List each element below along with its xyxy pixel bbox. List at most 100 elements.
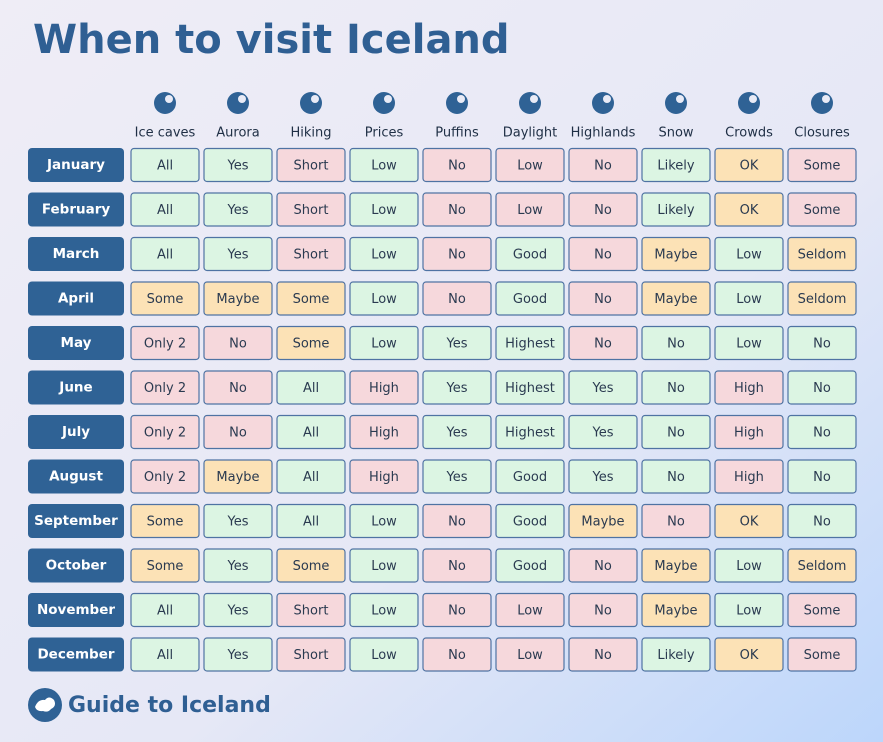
cell [130, 192, 200, 227]
cell-text: High [734, 470, 764, 485]
cell-text: Maybe [216, 470, 259, 485]
cell [641, 548, 711, 583]
cell [714, 370, 784, 405]
cell-text: No [813, 426, 831, 441]
month-label: November [37, 602, 115, 618]
cell-text: Yes [227, 203, 249, 218]
cell [787, 325, 857, 361]
cell-text: Yes [592, 426, 614, 441]
cell-text: Yes [446, 426, 468, 441]
cell-text: Short [294, 159, 329, 174]
cell-text: No [667, 470, 685, 485]
cell-text: No [667, 381, 685, 396]
cell-text: Low [736, 337, 762, 352]
cell-text: No [229, 337, 247, 352]
cell [276, 147, 346, 183]
cell [130, 147, 200, 183]
cell-text: No [594, 337, 612, 352]
month-label: December [37, 647, 114, 663]
cell-text: Likely [657, 203, 695, 218]
cell-text: Some [804, 159, 841, 174]
month-label: March [53, 246, 100, 262]
column-icon-detail [749, 95, 757, 103]
column-header: Snow [658, 126, 693, 141]
cell-text: Low [371, 248, 397, 263]
cell-text: Low [517, 648, 543, 663]
cell [568, 548, 638, 583]
cell [276, 414, 346, 450]
cell-text: High [369, 381, 399, 396]
cell [641, 370, 711, 405]
cell [714, 192, 784, 227]
cell [422, 147, 492, 183]
cell [568, 414, 638, 450]
cell [495, 503, 565, 539]
cell [495, 459, 565, 494]
cell-text: High [734, 381, 764, 396]
cell-text: Some [147, 292, 184, 307]
cell [568, 637, 638, 672]
cell [641, 236, 711, 272]
column-icon-detail [384, 95, 392, 103]
cell [422, 548, 492, 583]
cell [130, 637, 200, 672]
cell [568, 503, 638, 539]
cell [276, 637, 346, 672]
cell [422, 592, 492, 628]
cell [349, 414, 419, 450]
cell-text: No [229, 381, 247, 396]
column-icon [519, 92, 541, 114]
cell-text: OK [740, 203, 759, 218]
cell [422, 281, 492, 316]
cell [130, 459, 200, 494]
cell [568, 592, 638, 628]
cell-text: High [369, 426, 399, 441]
cell [203, 370, 273, 405]
cell [276, 281, 346, 316]
cell-text: No [594, 203, 612, 218]
cell-text: OK [740, 515, 759, 530]
cell [203, 592, 273, 628]
cell [568, 281, 638, 316]
cell [495, 592, 565, 628]
cell-text: No [813, 337, 831, 352]
cell-text: No [667, 515, 685, 530]
cell [422, 192, 492, 227]
cell-text: Some [293, 559, 330, 574]
cell-text: High [734, 426, 764, 441]
column-header: Puffins [435, 126, 479, 141]
cell-text: Some [804, 648, 841, 663]
cell [568, 459, 638, 494]
cell [130, 548, 200, 583]
cell-text: Low [371, 292, 397, 307]
cell [349, 281, 419, 316]
cell-text: Yes [227, 604, 249, 619]
column-icon-detail [822, 95, 830, 103]
cell-text: Maybe [654, 292, 697, 307]
month-box [28, 415, 124, 449]
cell [568, 147, 638, 183]
cell-text: Some [804, 604, 841, 619]
cell [203, 192, 273, 227]
column-icon [373, 92, 395, 114]
cell-text: Short [294, 648, 329, 663]
cell [641, 281, 711, 316]
month-label: July [61, 424, 90, 440]
month-box [28, 370, 124, 405]
cell-text: Yes [446, 470, 468, 485]
cell [641, 414, 711, 450]
cell [276, 592, 346, 628]
cell-text: Good [513, 515, 547, 530]
cell-text: Short [294, 248, 329, 263]
cell [203, 637, 273, 672]
cell-text: No [448, 159, 466, 174]
cell [130, 503, 200, 539]
cell [276, 548, 346, 583]
cell [495, 281, 565, 316]
cell-text: Low [371, 159, 397, 174]
column-icon-detail [603, 95, 611, 103]
cell-text: Yes [446, 381, 468, 396]
column-icon [154, 92, 176, 114]
cell [641, 192, 711, 227]
month-label: February [42, 202, 111, 218]
